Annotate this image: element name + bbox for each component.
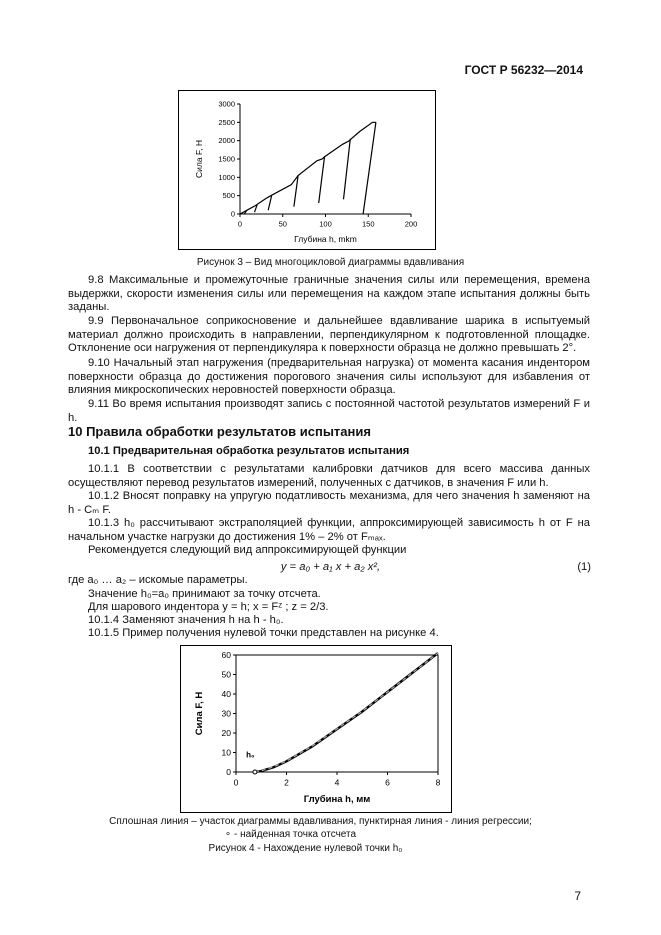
x-tick-label: 8 xyxy=(436,778,441,788)
x-tick-label: 100 xyxy=(319,220,332,229)
y-tick-label: 500 xyxy=(222,191,235,200)
paragraph-10-1-3: 10.1.3 h₀ рассчитывают экстраполяцией фу… xyxy=(68,517,590,543)
y-tick-label: 50 xyxy=(222,669,232,679)
y-tick-label: 20 xyxy=(222,728,232,738)
x-tick-label: 4 xyxy=(335,778,340,788)
y-tick-label: 0 xyxy=(231,210,235,219)
x-tick-label: 200 xyxy=(405,220,418,229)
x-tick-label: 0 xyxy=(238,220,242,229)
x-axis-label: Глубина h, мм xyxy=(304,794,371,805)
y-tick-label: 1500 xyxy=(218,155,235,164)
x-tick-label: 2 xyxy=(284,778,289,788)
section-10-heading: 10 Правила обработки результатов испытан… xyxy=(68,424,371,439)
y-tick-label: 3000 xyxy=(218,100,235,109)
paragraph-10-1-4: 10.1.4 Заменяют значения h на h - h₀. xyxy=(88,614,284,626)
series-line-1 xyxy=(239,121,376,215)
x-tick-label: 50 xyxy=(279,220,287,229)
y-tick-label: 0 xyxy=(226,767,231,777)
chart-frame xyxy=(178,90,436,250)
series-line-6 xyxy=(318,156,326,204)
recommendation-text: Рекомендуется следующий вид аппроксимиру… xyxy=(88,544,407,556)
y-tick-label: 30 xyxy=(222,708,232,718)
y-tick-label: 2000 xyxy=(218,136,235,145)
paragraph-9-8: 9.8 Максимальные и промежуточные граничн… xyxy=(68,274,590,314)
series-line-3 xyxy=(253,204,258,213)
equation-number: (1) xyxy=(577,561,591,573)
chart-frame xyxy=(180,645,452,813)
paragraph-10-1-1: 10.1.1 В соответствии с результатами кал… xyxy=(68,463,590,489)
ball-indenter-text: Для шарового индентора y = h; x = Fᶻ ; z… xyxy=(88,601,329,613)
series-line-2 xyxy=(254,652,439,773)
series-line-2 xyxy=(243,209,248,215)
h0-annotation: h₀ xyxy=(246,750,255,759)
y-axis-label: Сила F, Н xyxy=(194,692,205,736)
series-line-4 xyxy=(267,195,273,211)
figure-4-legend-line-1: Сплошная линия – участок диаграммы вдавл… xyxy=(109,816,532,827)
section-10-1-heading: 10.1 Предварительная обработка результат… xyxy=(88,445,410,457)
h0-definition: Значение h₀=a₀ принимают за точку отсчет… xyxy=(88,588,321,600)
figure-3-chart: 0 500 1000 1500 2000 2500 3000 0 50 100 150 200 Глуб… xyxy=(178,90,436,250)
y-tick-label: 2500 xyxy=(218,118,235,127)
figure-4-chart: 0 10 20 30 40 50 60 0 2 4 6 8 Глубина h, мм Сила F, Н… xyxy=(180,645,452,813)
y-tick-label: 10 xyxy=(222,747,232,757)
y-axis-label: Сила F, Н xyxy=(194,140,204,178)
formula-1: y = a₀ + a₁ x + a₂ x², xyxy=(280,561,381,573)
x-axis-label: Глубина h, mkm xyxy=(294,234,357,244)
document-id: ГОСТ Р 56232—2014 xyxy=(464,63,583,77)
y-tick-label: 40 xyxy=(222,689,232,699)
series-line-5 xyxy=(293,175,299,207)
series-line-8 xyxy=(362,122,377,215)
y-tick-label: 1000 xyxy=(218,173,235,182)
figure-4-caption: Рисунок 4 - Нахождение нулевой точки h₀ xyxy=(208,843,403,854)
zero-point-marker xyxy=(252,769,258,775)
paragraph-10-1-2: 10.1.2 Вносят поправку на упругую податл… xyxy=(68,490,590,516)
paragraph-10-1-5: 10.1.5 Пример получения нулевой точки пр… xyxy=(88,627,439,639)
figure-4-legend-line-2: ∘ - найденная точка отсчета xyxy=(224,829,357,840)
x-tick-label: 150 xyxy=(362,220,375,229)
x-tick-label: 6 xyxy=(385,778,390,788)
paragraph-9-10: 9.10 Начальный этап нагружения (предвари… xyxy=(68,357,590,397)
y-tick-label: 60 xyxy=(222,650,232,660)
paragraph-9-11: 9.11 Во время испытания производят запис… xyxy=(68,398,590,424)
where-text: где a₀ … a₂ – искомые параметры. xyxy=(68,574,248,586)
page-number: 7 xyxy=(574,889,581,903)
figure-3-caption: Рисунок 3 – Вид многоцикловой диаграммы … xyxy=(196,257,465,268)
paragraph-9-9: 9.9 Первоначальное соприкосновение и дал… xyxy=(68,315,590,355)
series-line-7 xyxy=(342,138,351,200)
x-tick-label: 0 xyxy=(234,778,239,788)
